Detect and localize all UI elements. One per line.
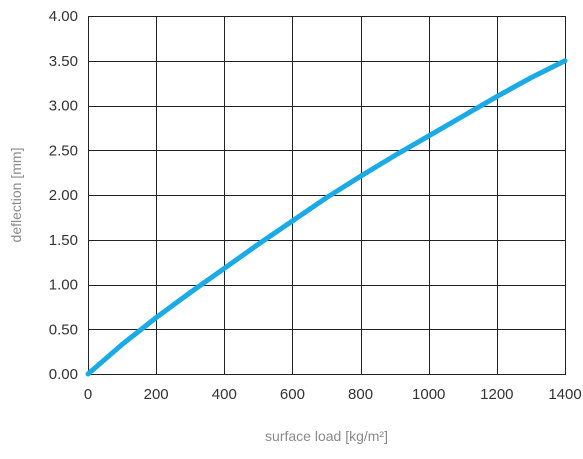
y-tick-label: 2.50 bbox=[49, 142, 78, 159]
x-tick-label: 800 bbox=[348, 386, 373, 403]
series-line bbox=[85, 58, 568, 377]
x-tick-label: 600 bbox=[280, 386, 305, 403]
x-axis-title: surface load [kg/m²] bbox=[265, 428, 388, 444]
y-tick-label: 3.00 bbox=[49, 98, 78, 115]
x-tick-label: 1000 bbox=[412, 386, 445, 403]
x-tick-labels: 0 200 400 600 800 1000 1200 1400 bbox=[84, 386, 582, 403]
y-tick-label: 2.00 bbox=[49, 187, 78, 204]
y-tick-labels: 0.00 0.50 1.00 1.50 2.00 2.50 3.00 3.50 4.00 bbox=[49, 8, 78, 383]
y-axis-title: deflection [mm] bbox=[8, 148, 24, 243]
plot-frame bbox=[88, 16, 566, 375]
x-tick-label: 400 bbox=[212, 386, 237, 403]
series-layer bbox=[85, 58, 568, 377]
y-tick-label: 1.00 bbox=[49, 277, 78, 294]
y-tick-label: 0.50 bbox=[49, 321, 78, 338]
x-tick-label: 200 bbox=[144, 386, 169, 403]
x-tick-label: 1400 bbox=[548, 386, 581, 403]
y-tick-label: 3.50 bbox=[49, 53, 78, 70]
y-tick-label: 1.50 bbox=[49, 232, 78, 249]
x-tick-label: 1200 bbox=[480, 386, 513, 403]
y-tick-label: 4.00 bbox=[49, 8, 78, 25]
x-tick-label: 0 bbox=[84, 386, 92, 403]
y-tick-label: 0.00 bbox=[49, 366, 78, 383]
